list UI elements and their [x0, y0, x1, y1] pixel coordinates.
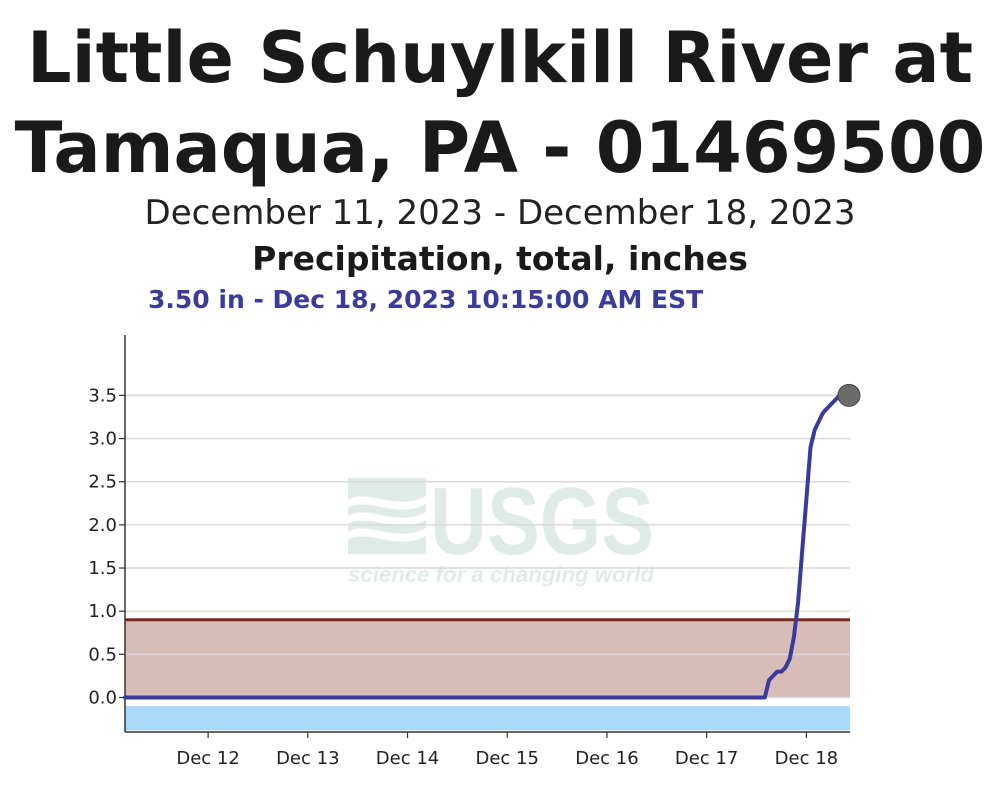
x-tick-label: Dec 13 — [276, 748, 339, 769]
threshold-fill — [125, 619, 850, 698]
x-tick-label: Dec 17 — [675, 748, 738, 769]
page-title-line-2: Tamaqua, PA - 01469500 — [14, 107, 986, 189]
precipitation-series-line[interactable] — [123, 393, 851, 700]
latest-point-marker[interactable] — [837, 383, 861, 407]
latest-value-label: 3.50 in - Dec 18, 2023 10:15:00 AM EST — [148, 285, 704, 314]
x-tick-label: Dec 14 — [376, 748, 439, 769]
parameter-name: Precipitation, total, inches — [252, 239, 748, 278]
x-tick-label: Dec 15 — [476, 748, 539, 769]
y-tick-label: 2.0 — [88, 515, 117, 536]
y-tick-label: 0.0 — [88, 687, 117, 708]
usgs-logo-text: USGS — [430, 468, 654, 575]
y-tick-label: 0.5 — [88, 644, 117, 665]
usgs-wave-logo-icon — [348, 478, 426, 554]
x-tick-label: Dec 12 — [176, 748, 239, 769]
below-zero-band — [125, 706, 850, 731]
usgs-watermark: USGS science for a changing world — [348, 468, 655, 587]
y-tick-label: 2.5 — [88, 472, 117, 493]
usgs-tagline: science for a changing world — [348, 562, 655, 587]
page-title-line-1: Little Schuylkill River at — [26, 17, 974, 99]
y-tick-label: 1.0 — [88, 601, 117, 622]
y-tick-label: 3.0 — [88, 429, 117, 450]
y-tick-label: 3.5 — [88, 385, 117, 406]
y-tick-label: 1.5 — [88, 558, 117, 579]
x-tick-label: Dec 18 — [775, 748, 838, 769]
x-tick-label: Dec 16 — [575, 748, 638, 769]
date-range: December 11, 2023 - December 18, 2023 — [144, 193, 856, 233]
